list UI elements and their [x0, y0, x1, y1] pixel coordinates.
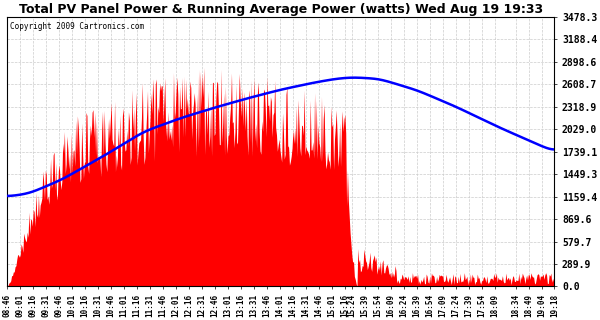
Title: Total PV Panel Power & Running Average Power (watts) Wed Aug 19 19:33: Total PV Panel Power & Running Average P… [19, 3, 543, 16]
Text: Copyright 2009 Cartronics.com: Copyright 2009 Cartronics.com [10, 22, 144, 31]
